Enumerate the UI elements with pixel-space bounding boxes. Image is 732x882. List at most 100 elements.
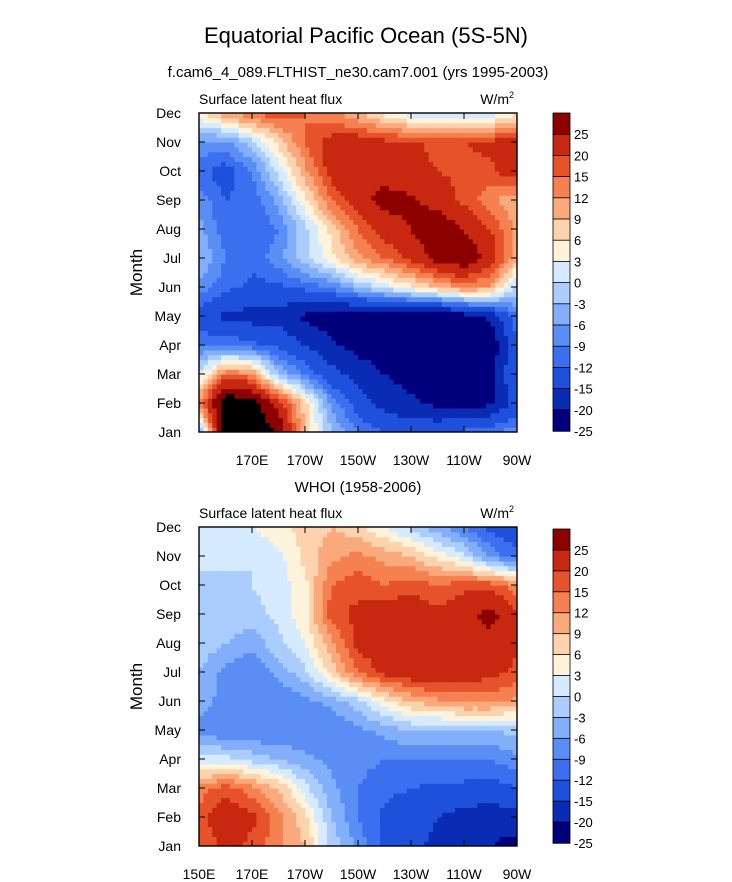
heatmap-cell bbox=[344, 320, 350, 327]
heatmap-cell bbox=[225, 826, 231, 833]
heatmap-cell bbox=[212, 267, 218, 274]
heatmap-cell bbox=[309, 238, 315, 245]
heatmap-cell bbox=[247, 238, 253, 245]
heatmap-cell bbox=[247, 325, 253, 332]
heatmap-cell bbox=[455, 204, 461, 211]
heatmap-cell bbox=[371, 195, 377, 201]
heatmap-cell bbox=[221, 262, 227, 269]
heatmap-cell bbox=[371, 180, 377, 187]
heatmap-cell bbox=[340, 378, 346, 385]
heatmap-cell bbox=[411, 359, 417, 365]
heatmap-cell bbox=[340, 200, 346, 206]
heatmap-cell bbox=[353, 354, 359, 361]
heatmap-cell bbox=[260, 345, 266, 351]
heatmap-cell bbox=[428, 296, 434, 303]
heatmap-cell bbox=[433, 398, 439, 404]
heatmap-cell bbox=[234, 374, 240, 380]
heatmap-cell bbox=[464, 214, 470, 220]
heatmap-cell bbox=[322, 282, 328, 288]
heatmap-cell bbox=[221, 345, 227, 351]
heatmap-cell bbox=[499, 180, 505, 187]
heatmap-cell bbox=[340, 258, 346, 264]
heatmap-cell bbox=[503, 253, 509, 259]
heatmap-cell bbox=[499, 378, 505, 385]
heatmap-cell bbox=[433, 132, 439, 138]
heatmap-cell bbox=[335, 359, 341, 365]
heatmap-cell bbox=[269, 151, 275, 158]
heatmap-cell bbox=[424, 316, 430, 322]
heatmap-cell bbox=[260, 258, 266, 264]
heatmap-cell bbox=[203, 831, 209, 837]
heatmap-cell bbox=[243, 151, 249, 158]
heatmap-cell bbox=[380, 422, 386, 428]
heatmap-cell bbox=[349, 142, 355, 148]
heatmap-cell bbox=[362, 209, 368, 216]
heatmap-cell bbox=[490, 296, 496, 303]
heatmap-cell bbox=[388, 311, 394, 317]
heatmap-cell bbox=[203, 364, 209, 370]
heatmap-cell bbox=[424, 364, 430, 370]
heatmap-cell bbox=[406, 340, 412, 346]
heatmap-cell bbox=[419, 190, 425, 196]
heatmap-cell bbox=[362, 146, 368, 153]
heatmap-cell bbox=[221, 349, 227, 356]
heatmap-cell bbox=[260, 301, 266, 307]
heatmap-cell bbox=[199, 311, 205, 317]
heatmap-cell bbox=[406, 349, 412, 356]
heatmap-cell bbox=[199, 349, 205, 356]
heatmap-cell bbox=[243, 156, 249, 162]
heatmap-cell bbox=[441, 113, 447, 119]
heatmap-cell bbox=[503, 209, 509, 216]
heatmap-cell bbox=[322, 374, 328, 380]
heatmap-cell bbox=[499, 306, 505, 312]
heatmap-cell bbox=[260, 233, 266, 240]
heatmap-cell bbox=[340, 340, 346, 346]
heatmap-cell bbox=[406, 195, 412, 201]
heatmap-cell bbox=[327, 209, 333, 216]
heatmap-cell bbox=[388, 374, 394, 380]
heatmap-cell bbox=[291, 301, 297, 307]
heatmap-cell bbox=[459, 233, 465, 240]
colorbar-label: 20 bbox=[574, 148, 588, 163]
heatmap-cell bbox=[265, 151, 271, 158]
heatmap-cell bbox=[287, 296, 293, 303]
heatmap-cell bbox=[366, 412, 372, 419]
heatmap-cell bbox=[503, 258, 509, 264]
heatmap-cell bbox=[243, 229, 249, 235]
heatmap-cell bbox=[265, 171, 271, 177]
heatmap-cell bbox=[229, 175, 235, 182]
heatmap-cell bbox=[446, 398, 452, 404]
heatmap-cell bbox=[397, 320, 403, 327]
heatmap-cell bbox=[446, 306, 452, 312]
heatmap-cell bbox=[322, 412, 328, 419]
heatmap-cell bbox=[481, 407, 487, 414]
heatmap-cell bbox=[477, 190, 483, 196]
heatmap-cell bbox=[384, 233, 390, 240]
heatmap-cell bbox=[384, 287, 390, 293]
heatmap-cell bbox=[393, 330, 399, 336]
heatmap-field bbox=[199, 113, 517, 432]
heatmap-cell bbox=[247, 836, 253, 842]
heatmap-cell bbox=[464, 364, 470, 370]
heatmap-cell bbox=[464, 345, 470, 351]
heatmap-cell bbox=[199, 831, 205, 837]
heatmap-cell bbox=[300, 407, 306, 414]
heatmap-cell bbox=[393, 277, 399, 283]
heatmap-cell bbox=[238, 253, 244, 259]
colorbar-box bbox=[552, 260, 571, 284]
heatmap-cell bbox=[384, 262, 390, 269]
heatmap-cell bbox=[459, 142, 465, 148]
heatmap-cell bbox=[380, 388, 386, 394]
heatmap-cell bbox=[486, 316, 492, 322]
heatmap-cell bbox=[349, 122, 355, 129]
heatmap-cell bbox=[199, 306, 205, 312]
heatmap-cell bbox=[243, 224, 249, 230]
heatmap-cell bbox=[468, 175, 474, 182]
heatmap-cell bbox=[366, 151, 372, 158]
heatmap-cell bbox=[331, 132, 337, 138]
heatmap-cell bbox=[419, 403, 425, 409]
heatmap-cell bbox=[327, 282, 333, 288]
heatmap-cell bbox=[256, 267, 262, 274]
heatmap-cell bbox=[296, 142, 302, 148]
heatmap-cell bbox=[499, 417, 505, 423]
